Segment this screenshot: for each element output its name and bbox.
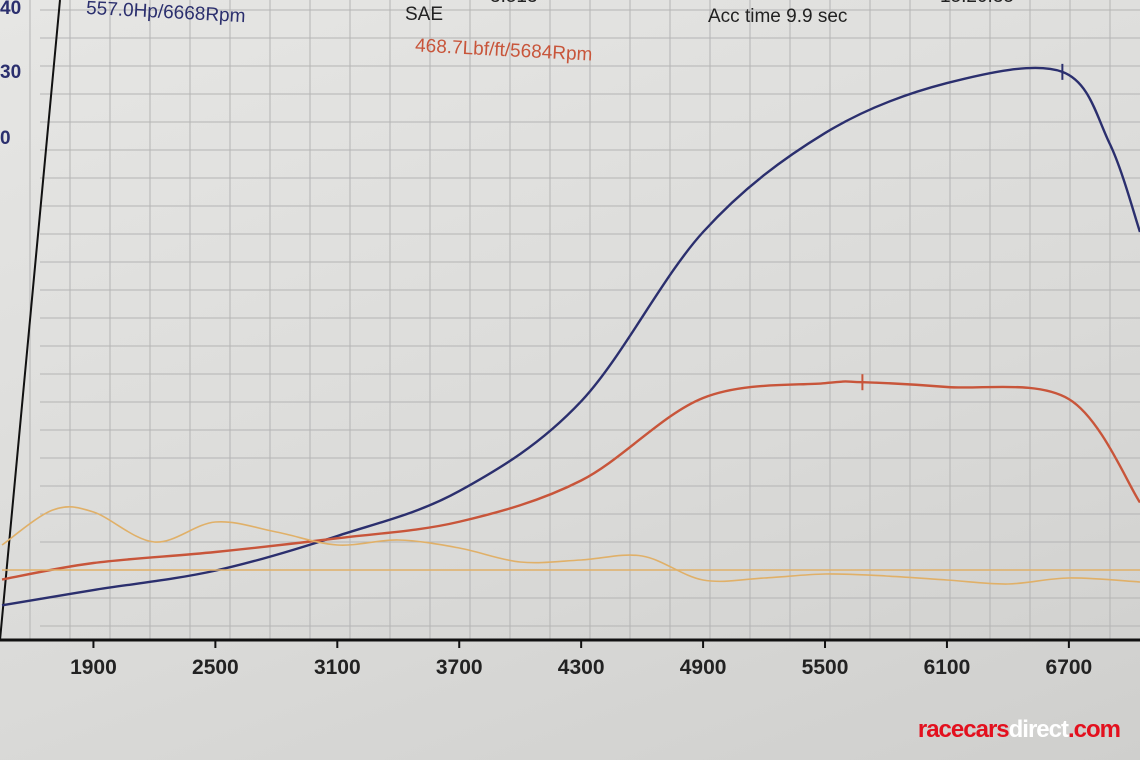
x-tick-label: 3100 [314,656,361,679]
x-tick-label: 4300 [558,656,605,679]
x-tick-label: 3700 [436,656,483,679]
x-tick-label: 6700 [1046,656,1093,679]
series-line-power [1,66,1140,607]
watermark-logo: racecarsdirect.com [917,716,1121,743]
left-axis-label-top: 40 [0,0,22,19]
y-axis-line [0,0,61,641]
x-tick-label: 2500 [192,656,239,679]
left-axis-label-mid: 30 [0,62,22,83]
series-line-aux_wavy [1,506,1140,585]
acc-time-label: Acc time 9.9 sec [708,6,848,27]
ratio-label-partial: 3.513 [490,0,538,8]
x-tick-label: 1900 [70,656,117,679]
time-label-partial: 15:20:35 [940,0,1014,8]
series-line-torque [1,380,1140,581]
x-tick-label: 6100 [924,656,971,679]
left-axis-label-low: 0 [0,128,11,149]
standard-label: SAE [405,4,444,25]
x-tick-label: 5500 [802,656,849,679]
x-tick-label: 4900 [680,656,727,679]
